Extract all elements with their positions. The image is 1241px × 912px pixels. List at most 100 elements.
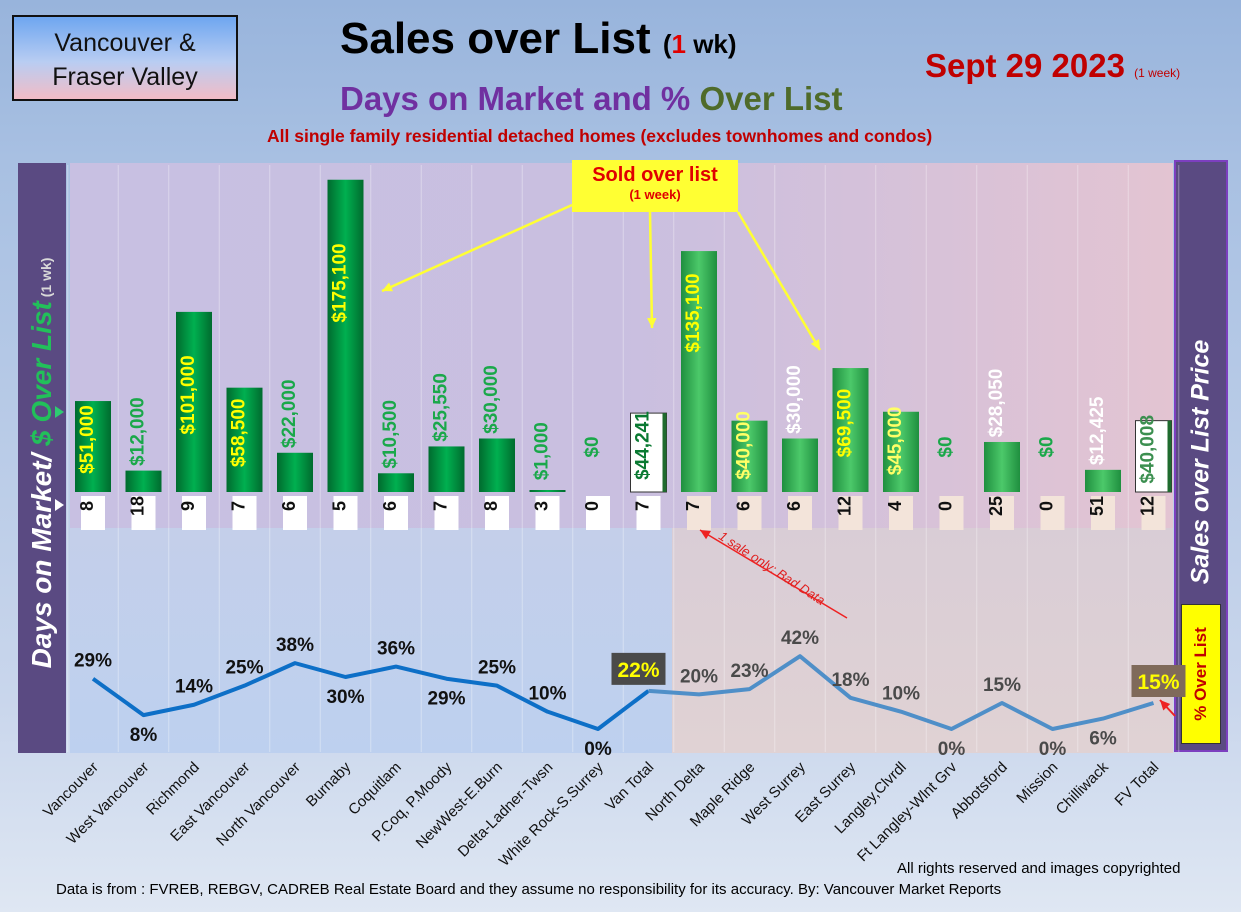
pct-label: 30% — [326, 687, 364, 708]
pct-total-box — [1131, 665, 1186, 697]
pct-label: 20% — [680, 666, 718, 687]
region-line1: Vancouver & — [54, 29, 196, 57]
x-category-label: NewWest-E.Burn — [413, 759, 506, 852]
pct-label: 15% — [983, 675, 1021, 696]
callout-line1: Sold over list — [592, 164, 718, 186]
bar-value-label: $45,000 — [885, 407, 906, 476]
bad-data-arrow-head — [700, 530, 711, 540]
bar-value-label: $30,000 — [481, 365, 502, 434]
dom-label: 3 — [532, 501, 552, 511]
dom-box — [586, 496, 610, 530]
dom-box — [434, 496, 459, 530]
bar-value-label: $12,000 — [128, 397, 149, 466]
pct-label: 8% — [130, 725, 158, 746]
pct-label: 36% — [377, 639, 415, 660]
dom-box — [485, 496, 509, 530]
dom-label: 6 — [380, 501, 400, 511]
region-line2: Fraser Valley — [52, 63, 198, 91]
bar — [681, 251, 717, 492]
bar — [529, 490, 566, 492]
report-date: Sept 29 2023 (1 week) — [925, 47, 1180, 85]
pct-line-fraser-valley — [648, 654, 1155, 731]
bar — [327, 179, 364, 492]
dom-label: 6 — [734, 501, 754, 511]
bar — [176, 311, 212, 492]
dom-box — [889, 496, 913, 530]
bar — [782, 438, 818, 492]
callout-arrow-van-total-head — [647, 318, 657, 328]
sold-over-list-callout: Sold over list (1 week) — [572, 160, 738, 212]
chart-description: All single family residential detached h… — [267, 126, 933, 146]
dom-label: 6 — [784, 501, 804, 511]
bar-value-label: $58,500 — [229, 398, 250, 467]
bar-value-label: $51,000 — [77, 405, 98, 474]
dom-label: 12 — [835, 496, 855, 516]
dom-box — [1040, 496, 1065, 530]
pct-label: 14% — [175, 677, 213, 698]
plot-lower-van — [70, 528, 672, 753]
left-axis-panel — [18, 163, 66, 753]
callout-arrow-van-total — [648, 211, 654, 329]
subtitle-a: Days on Market and % — [340, 80, 700, 117]
dom-box — [939, 496, 964, 530]
title-paren: (1 wk) — [663, 29, 737, 59]
pct-total-label: 15% — [1137, 671, 1179, 694]
bar — [1085, 469, 1121, 492]
dom-box — [535, 496, 560, 530]
bar — [277, 452, 313, 492]
dom-label: 0 — [582, 501, 602, 511]
date-value: Sept 29 2023 — [925, 47, 1125, 84]
bar — [984, 441, 1020, 492]
bar-value-label: $40,000 — [734, 411, 755, 480]
bar-value-label: $175,100 — [330, 243, 351, 322]
bar-value-label: $25,550 — [431, 373, 452, 442]
callout-line2: (1 week) — [629, 187, 681, 202]
pct-label: 10% — [882, 684, 920, 705]
dom-box — [1141, 496, 1166, 530]
bar-value-label: $12,425 — [1087, 396, 1108, 465]
pct-label: 29% — [74, 651, 112, 672]
title-main: Sales over List — [340, 14, 651, 63]
pct-label: 23% — [730, 661, 768, 682]
bar-value-label: $30,000 — [784, 365, 805, 434]
bar — [479, 438, 515, 492]
dom-label: 7 — [229, 501, 249, 511]
dom-box — [131, 496, 156, 530]
title-close: wk) — [685, 29, 737, 59]
dom-label: 7 — [683, 501, 703, 511]
date-note: (1 week) — [1134, 66, 1181, 80]
dom-label: 9 — [178, 501, 198, 511]
pct-total-label: 22% — [617, 659, 659, 682]
total-bar — [630, 412, 667, 493]
dom-label: 5 — [330, 501, 350, 511]
pct-label: 0% — [584, 739, 612, 760]
bar — [378, 473, 414, 492]
bar-value-label: $0 — [936, 436, 957, 457]
bar — [75, 401, 111, 492]
bar-value-label: $1,000 — [532, 422, 553, 480]
subtitle-b: Over List — [699, 80, 843, 117]
dom-label: 25 — [986, 496, 1006, 516]
dom-box — [838, 496, 863, 530]
total-bar-edge — [662, 413, 667, 492]
pct-label: 6% — [1089, 729, 1117, 750]
bar-value-label: $0 — [582, 436, 603, 457]
bar-value-label: $44,241 — [633, 411, 654, 480]
bar-value-label: $10,500 — [380, 400, 401, 469]
dom-label: 0 — [936, 501, 956, 511]
pct-label: 25% — [225, 658, 263, 679]
dom-box — [990, 496, 1014, 530]
dom-box — [788, 496, 812, 530]
x-category-label: FV Total — [1112, 759, 1163, 810]
pct-label: 25% — [478, 658, 516, 679]
pct-label: 0% — [1039, 739, 1067, 760]
pct-label: 29% — [427, 689, 465, 710]
dom-label: 4 — [885, 501, 905, 511]
pct-label: 18% — [831, 670, 869, 691]
dom-label: 7 — [633, 501, 653, 511]
bar-value-label: $0 — [1037, 436, 1058, 457]
bar — [832, 368, 869, 492]
region-box: Vancouver & Fraser Valley — [12, 15, 238, 101]
dom-box — [81, 496, 105, 530]
